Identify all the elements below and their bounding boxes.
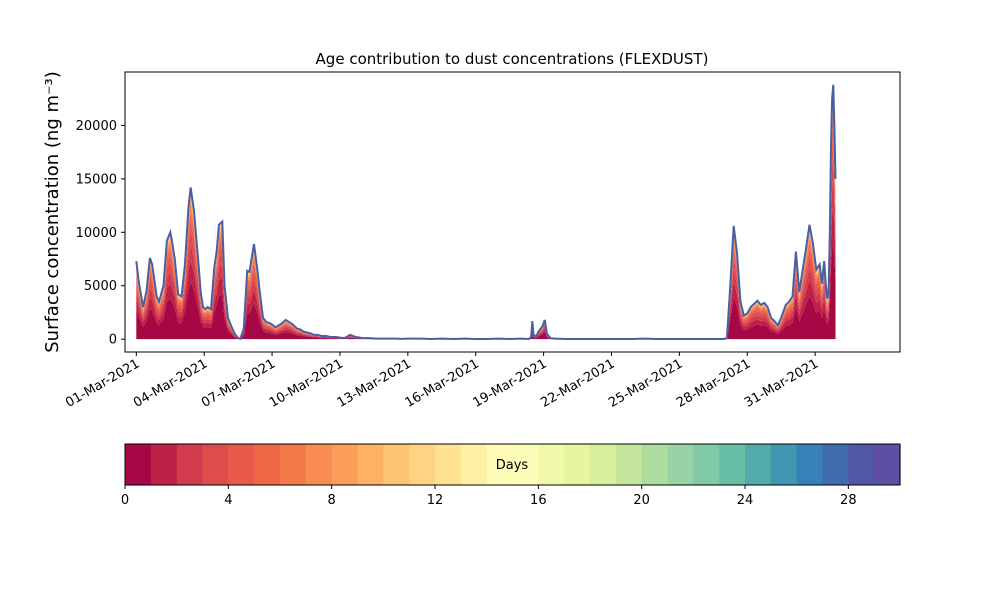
age-band-area-1 (136, 206, 836, 340)
colorbar-tick-label: 4 (224, 493, 232, 508)
colorbar-segment (538, 444, 565, 485)
colorbar (125, 444, 901, 485)
colorbar-segment (564, 444, 591, 485)
y-tick-label: 10000 (76, 226, 117, 241)
y-tick-label: 5000 (84, 279, 117, 294)
x-tick-label: 01-Mar-2021 (63, 356, 142, 410)
colorbar-tick-label: 20 (633, 493, 650, 508)
colorbar-label: Days (496, 458, 529, 473)
colorbar-segment (693, 444, 720, 485)
colorbar-segment (512, 444, 539, 485)
colorbar-segment (125, 444, 152, 485)
colorbar-frame (124, 443, 901, 486)
colorbar-segment (822, 444, 849, 485)
colorbar-segment (409, 444, 436, 485)
x-tick-label: 16-Mar-2021 (403, 356, 482, 410)
colorbar-tick-label: 28 (840, 493, 857, 508)
x-tick-label: 19-Mar-2021 (470, 356, 549, 410)
colorbar-segment (486, 444, 514, 485)
x-tick-label: 10-Mar-2021 (267, 356, 346, 410)
colorbar-segment (331, 444, 359, 485)
colorbar-segment (796, 444, 824, 485)
colorbar-tick-label: 0 (121, 493, 129, 508)
colorbar-segment (305, 444, 333, 485)
colorbar-segment (202, 444, 229, 485)
colorbar-segment (615, 444, 643, 485)
y-axis-label: Surface concentration (ng m⁻³) (42, 71, 63, 353)
colorbar-tick-label: 16 (530, 493, 547, 508)
total-concentration-line (135, 84, 837, 340)
total-line-layer (135, 84, 837, 340)
x-tick-label: 25-Mar-2021 (606, 356, 685, 410)
x-tick-label: 07-Mar-2021 (199, 356, 278, 410)
x-tick-label: 31-Mar-2021 (742, 356, 821, 410)
colorbar-segment (280, 444, 307, 485)
x-tick-label: 04-Mar-2021 (131, 356, 210, 410)
x-tick-label: 28-Mar-2021 (674, 356, 753, 410)
y-axis-ticks: 0 5000 10000 15000 20000 (76, 119, 125, 348)
y-tick-label: 15000 (76, 172, 117, 187)
y-tick-label: 0 (109, 333, 117, 348)
colorbar-segment (874, 444, 901, 485)
colorbar-tick-label: 12 (427, 493, 444, 508)
colorbar-segment (719, 444, 746, 485)
x-axis-ticks: 01-Mar-202104-Mar-202107-Mar-202110-Mar-… (63, 352, 821, 411)
plot-frame (124, 71, 901, 353)
age-band-area-2 (136, 178, 836, 340)
colorbar-segment (641, 444, 669, 485)
colorbar-segment (383, 444, 410, 485)
x-tick-label: 13-Mar-2021 (335, 356, 414, 410)
colorbar-tick-label: 24 (737, 493, 754, 508)
colorbar-segment (150, 444, 178, 485)
colorbar-segment (254, 444, 281, 485)
colorbar-segment (590, 444, 617, 485)
colorbar-segment (770, 444, 798, 485)
stacked-area-layer (136, 84, 836, 340)
colorbar-tick-label: 8 (328, 493, 336, 508)
colorbar-segment (435, 444, 462, 485)
colorbar-segment (745, 444, 772, 485)
colorbar-segment (228, 444, 255, 485)
colorbar-ticks: 0 4 8 12 16 20 24 28 (121, 485, 857, 508)
colorbar-segment (848, 444, 875, 485)
x-tick-label: 22-Mar-2021 (538, 356, 617, 410)
colorbar-segment (460, 444, 488, 485)
y-tick-label: 20000 (76, 119, 117, 134)
colorbar-segment (176, 444, 204, 485)
age-band-area-0 (136, 242, 836, 340)
colorbar-segment (357, 444, 384, 485)
chart-title: Age contribution to dust concentrations … (316, 50, 709, 68)
colorbar-segment (667, 444, 694, 485)
